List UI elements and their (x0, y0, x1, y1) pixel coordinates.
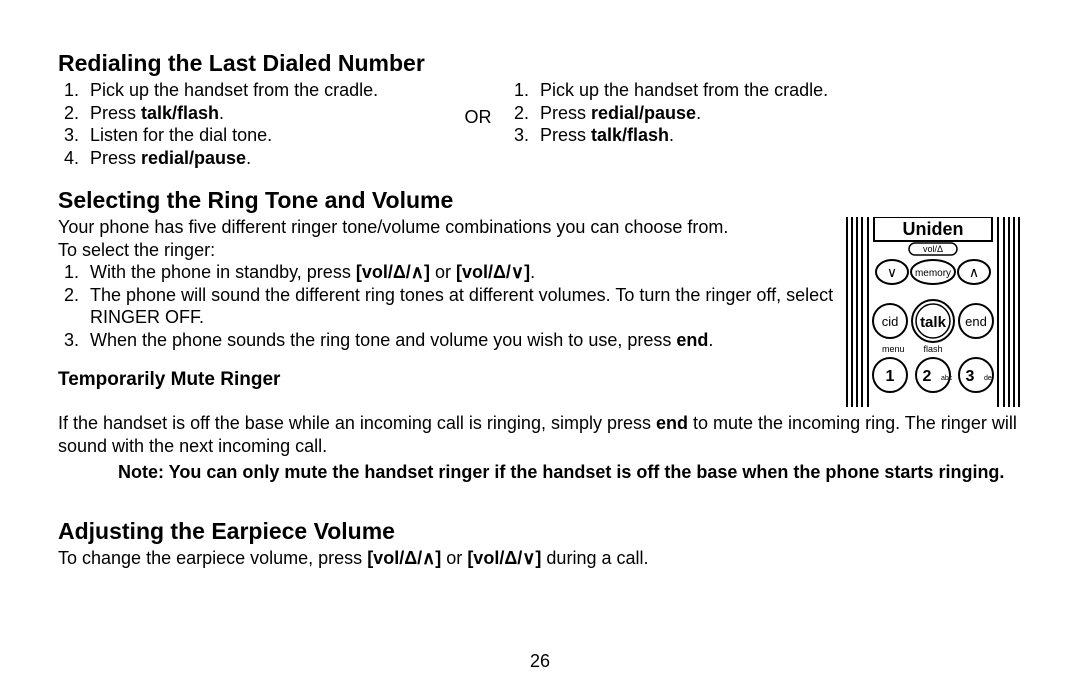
list-item: Press talk/flash. (534, 124, 1022, 147)
memory-button: memory (915, 268, 951, 279)
key-2-sub: abc (941, 375, 953, 382)
page-number: 26 (0, 651, 1080, 672)
vol-label: vol/Δ (923, 244, 943, 254)
key-2: 2 (923, 368, 932, 385)
brand-label: Uniden (903, 219, 964, 239)
list-item: Press redial/pause. (84, 147, 448, 170)
key-1: 1 (886, 368, 895, 385)
mute-ringer-note: Note: You can only mute the handset ring… (58, 461, 1022, 484)
list-item: Pick up the handset from the cradle. (534, 79, 1022, 102)
redial-two-column: Pick up the handset from the cradle. Pre… (58, 79, 1022, 169)
handset-illustration: Uniden vol/Δ ∨ memory ∧ cid talk end (844, 217, 1022, 412)
mute-ringer-paragraph: If the handset is off the base while an … (58, 412, 1022, 457)
cid-button: cid (882, 314, 899, 329)
list-item: The phone will sound the different ring … (84, 284, 836, 329)
heading-mute-ringer: Temporarily Mute Ringer (58, 369, 836, 391)
key-3-sub: def (984, 375, 994, 382)
heading-earpiece-volume: Adjusting the Earpiece Volume (58, 518, 1022, 545)
end-button: end (965, 314, 987, 329)
ringtone-intro-2: To select the ringer: (58, 239, 836, 262)
menu-label: menu (882, 344, 905, 354)
manual-page: Redialing the Last Dialed Number Pick up… (0, 0, 1080, 688)
talk-button: talk (920, 314, 947, 331)
note-text: Note: You can only mute the handset ring… (118, 461, 1022, 484)
list-item: Press talk/flash. (84, 102, 448, 125)
redial-left-list: Pick up the handset from the cradle. Pre… (58, 79, 448, 169)
key-3: 3 (966, 368, 975, 385)
list-item: Listen for the dial tone. (84, 124, 448, 147)
ringtone-text: Selecting the Ring Tone and Volume Your … (58, 187, 844, 393)
earpiece-volume-paragraph: To change the earpiece volume, press [vo… (58, 547, 1022, 570)
heading-redial: Redialing the Last Dialed Number (58, 50, 1022, 77)
redial-right-list: Pick up the handset from the cradle. Pre… (508, 79, 1022, 147)
down-button: ∨ (887, 264, 897, 280)
list-item: Pick up the handset from the cradle. (84, 79, 448, 102)
or-separator: OR (448, 79, 508, 128)
ringtone-list: With the phone in standby, press [vol/Δ/… (58, 261, 836, 351)
up-button: ∧ (969, 264, 979, 280)
list-item: When the phone sounds the ring tone and … (84, 329, 836, 352)
flash-label: flash (923, 344, 942, 354)
list-item: With the phone in standby, press [vol/Δ/… (84, 261, 836, 284)
ringtone-section: Selecting the Ring Tone and Volume Your … (58, 187, 1022, 412)
heading-ringtone: Selecting the Ring Tone and Volume (58, 187, 836, 214)
ringtone-intro-1: Your phone has five different ringer ton… (58, 216, 836, 239)
list-item: Press redial/pause. (534, 102, 1022, 125)
redial-left-column: Pick up the handset from the cradle. Pre… (58, 79, 448, 169)
redial-right-column: Pick up the handset from the cradle. Pre… (508, 79, 1022, 147)
